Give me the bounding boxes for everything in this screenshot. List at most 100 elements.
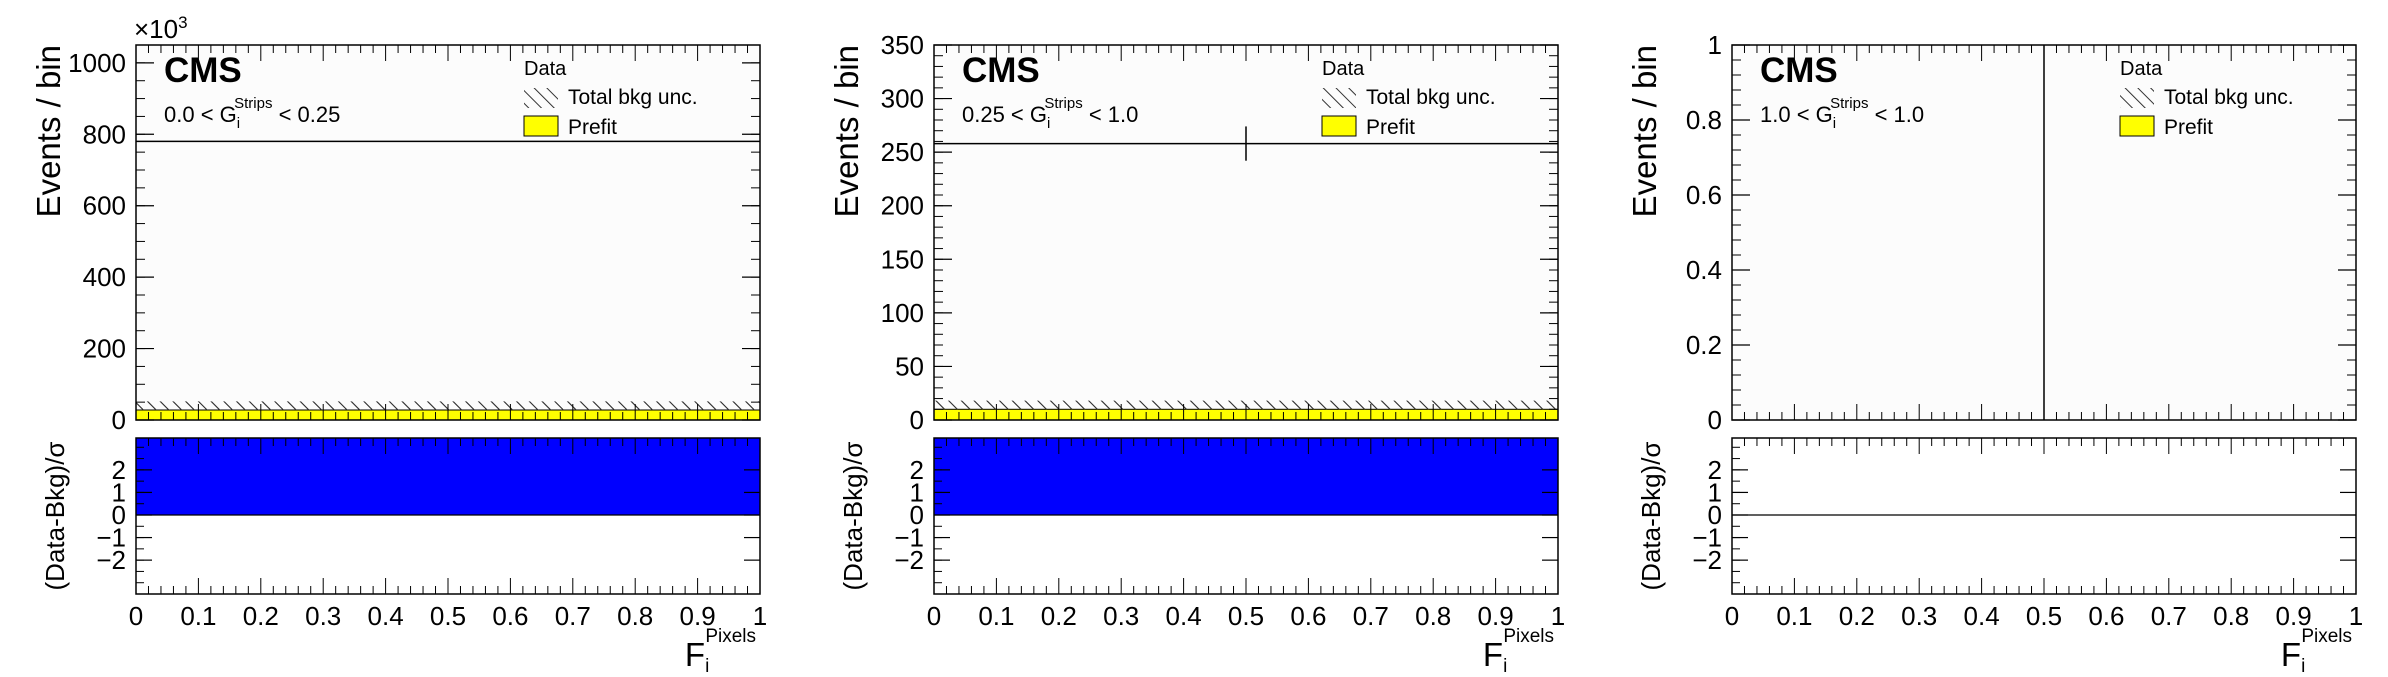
x-tick-label: 0 xyxy=(1725,601,1739,631)
ratio-y-tick-label: 1 xyxy=(1708,477,1722,507)
selection-sub: i xyxy=(1047,115,1050,132)
ratio-y-tick-label: −2 xyxy=(1692,545,1722,575)
y-exponent-base: ×10 xyxy=(134,14,178,44)
x-axis-title: Fi Pixels xyxy=(1483,626,1554,672)
legend-prefit-swatch xyxy=(1321,115,1357,137)
selection-label: 0.0 < Gi Strips < 0.25 xyxy=(164,95,340,132)
selection-label: 1.0 < Gi Strips < 1.0 xyxy=(1760,95,1924,132)
ratio-y-tick-label: −1 xyxy=(96,523,126,553)
ratio-y-tick-label: 0 xyxy=(1708,500,1722,530)
legend-data-label: Data xyxy=(2120,58,2163,80)
ratio-y-tick-label: 1 xyxy=(910,477,924,507)
ratio-y-tick-label: 0 xyxy=(112,500,126,530)
y-tick-label: 1 xyxy=(1708,30,1722,60)
x-tick-label: 0.1 xyxy=(180,601,216,631)
y-tick-label: 150 xyxy=(881,244,924,274)
selection-post: < 0.25 xyxy=(272,102,340,127)
x-tick-label: 0.3 xyxy=(305,601,341,631)
x-axis-title: Fi Pixels xyxy=(2281,626,2352,672)
y-axis-title: Events / bin xyxy=(30,45,67,217)
plot-area xyxy=(136,45,760,420)
x-title-sup: Pixels xyxy=(1503,626,1554,647)
x-tick-label: 0 xyxy=(129,601,143,631)
y-tick-label: 200 xyxy=(881,191,924,221)
y-tick-label: 250 xyxy=(881,137,924,167)
ratio-y-tick-label: 2 xyxy=(112,455,126,485)
selection-sup: Strips xyxy=(1044,95,1082,112)
legend-unc-swatch xyxy=(2120,88,2154,108)
ratio-y-tick-label: −1 xyxy=(1692,523,1722,553)
x-tick-label: 0.5 xyxy=(430,601,466,631)
x-tick-label: 0.1 xyxy=(1776,601,1812,631)
y-tick-label: 600 xyxy=(83,191,126,221)
x-tick-label: 0.6 xyxy=(1290,601,1326,631)
data-point xyxy=(934,126,1558,161)
y-tick-label: 100 xyxy=(881,298,924,328)
x-tick-label: 0.9 xyxy=(1478,601,1514,631)
x-tick-label: 0.2 xyxy=(1839,601,1875,631)
ratio-y-tick-label: −2 xyxy=(96,545,126,575)
x-title-sup: Pixels xyxy=(705,626,756,647)
y-axis-title: Events / bin xyxy=(1626,45,1663,217)
x-tick-label: 0.8 xyxy=(1415,601,1451,631)
x-title-sub: i xyxy=(2301,656,2305,672)
x-tick-label: 0.5 xyxy=(2026,601,2062,631)
selection-sup: Strips xyxy=(234,95,272,112)
legend-data-label: Data xyxy=(524,58,567,80)
legend-prefit-swatch xyxy=(2119,115,2155,137)
x-tick-label: 0 xyxy=(927,601,941,631)
x-tick-label: 1 xyxy=(1551,601,1565,631)
legend-prefit-label: Prefit xyxy=(1366,116,1415,139)
x-tick-label: 0.5 xyxy=(1228,601,1264,631)
x-title-base: F xyxy=(2281,636,2301,672)
x-tick-label: 0.9 xyxy=(680,601,716,631)
plot-area xyxy=(934,45,1558,420)
ratio-y-tick-label: 0 xyxy=(910,500,924,530)
selection-pre: 0.25 < G xyxy=(962,102,1047,127)
ratio-y-tick-label: −2 xyxy=(894,545,924,575)
legend-unc-label: Total bkg unc. xyxy=(568,86,698,109)
ratio-y-tick-label: 2 xyxy=(910,455,924,485)
ratio-y-tick-label: 2 xyxy=(1708,455,1722,485)
cms-label: CMS xyxy=(164,51,242,90)
legend-unc-swatch xyxy=(524,88,558,108)
x-tick-label: 0.7 xyxy=(555,601,591,631)
y-exponent: ×103 xyxy=(134,13,188,44)
ratio-y-axis-title: (Data-Bkg)/σ xyxy=(40,442,70,591)
x-tick-label: 0.1 xyxy=(978,601,1014,631)
y-tick-label: 0 xyxy=(1708,405,1722,435)
x-title-sub: i xyxy=(705,656,709,672)
selection-label: 0.25 < Gi Strips < 1.0 xyxy=(962,95,1138,132)
y-tick-label: 300 xyxy=(881,84,924,114)
y-tick-label: 0.8 xyxy=(1686,105,1722,135)
ratio-area xyxy=(1732,438,2356,594)
x-title-base: F xyxy=(685,636,705,672)
y-tick-label: 400 xyxy=(83,262,126,292)
ratio-y-axis-title: (Data-Bkg)/σ xyxy=(1636,442,1666,591)
legend-prefit-swatch xyxy=(523,115,559,137)
ratio-y-tick-label: 1 xyxy=(112,477,126,507)
ratio-y-axis-title: (Data-Bkg)/σ xyxy=(838,442,868,591)
selection-pre: 0.0 < G xyxy=(164,102,237,127)
x-tick-label: 0.7 xyxy=(2151,601,2187,631)
ratio-y-tick-label: −1 xyxy=(894,523,924,553)
selection-pre: 1.0 < G xyxy=(1760,102,1833,127)
legend-unc-swatch xyxy=(1322,88,1356,108)
y-tick-label: 0.2 xyxy=(1686,330,1722,360)
x-tick-label: 0.4 xyxy=(368,601,404,631)
y-tick-label: 0 xyxy=(112,405,126,435)
x-tick-label: 0.4 xyxy=(1964,601,2000,631)
y-tick-label: 0.6 xyxy=(1686,180,1722,210)
x-tick-label: 0.2 xyxy=(1041,601,1077,631)
y-axis-title: Events / bin xyxy=(828,45,865,217)
y-tick-label: 0 xyxy=(910,405,924,435)
x-tick-label: 0.6 xyxy=(2088,601,2124,631)
x-tick-label: 0.7 xyxy=(1353,601,1389,631)
